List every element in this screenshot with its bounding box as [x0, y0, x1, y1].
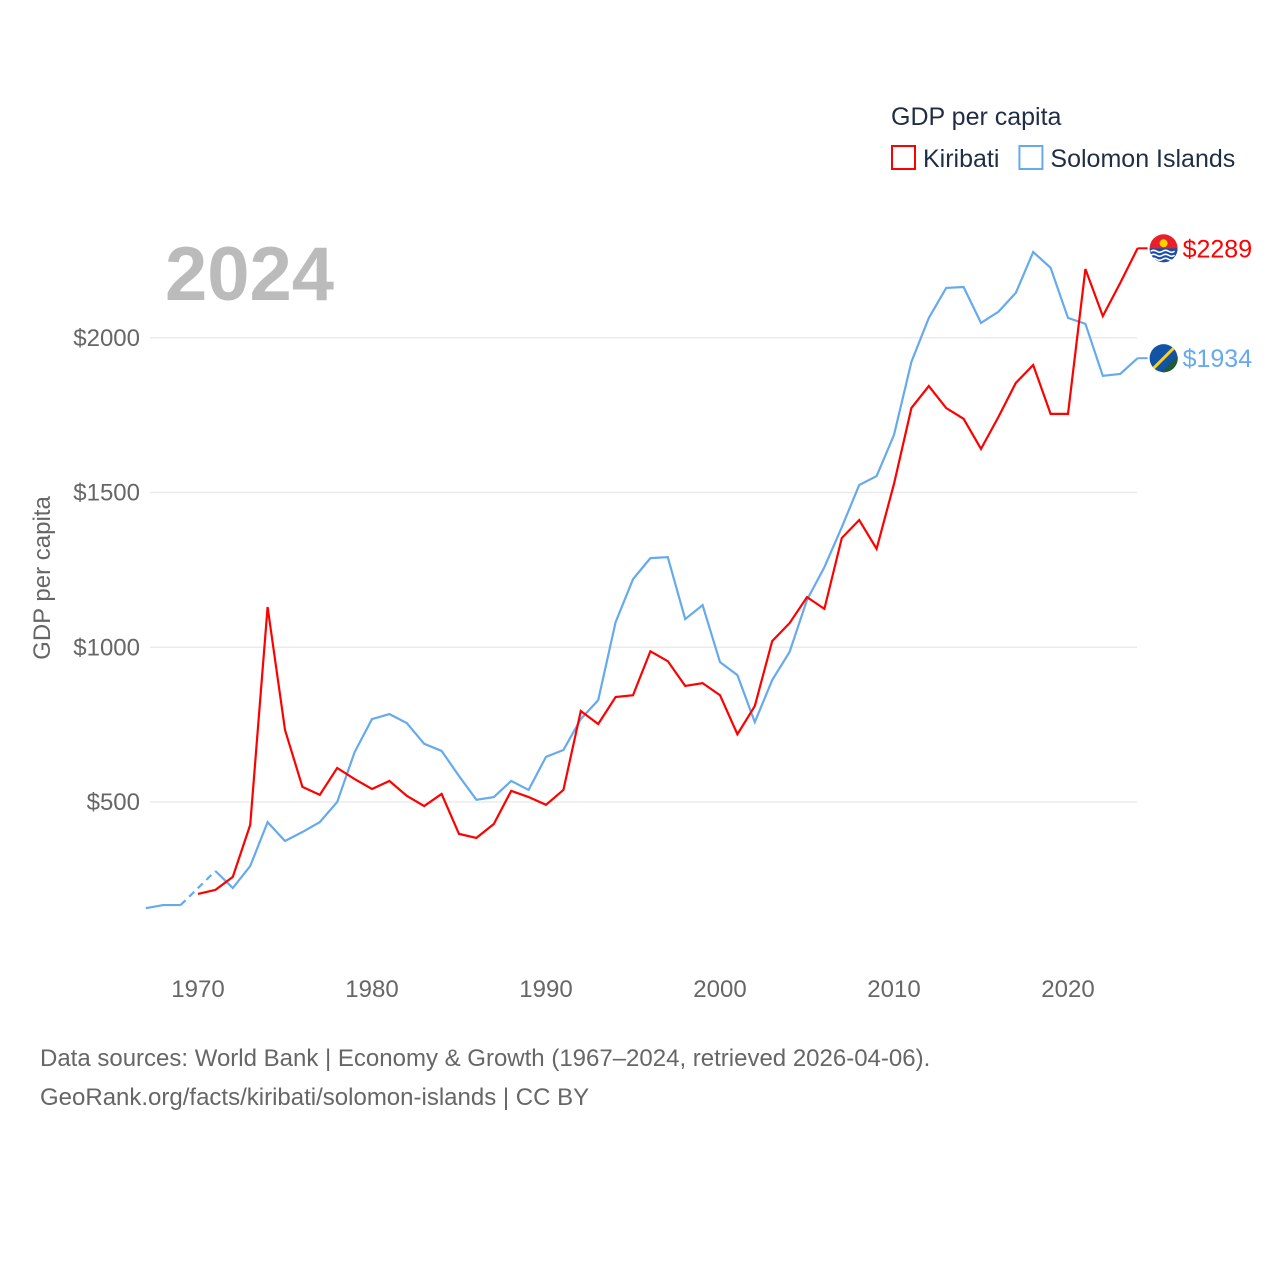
- year-watermark: 2024: [165, 232, 334, 317]
- x-tick-label: 1980: [345, 976, 398, 1003]
- flag-stripe: [1152, 347, 1175, 370]
- footer-sources: Data sources: World Bank | Economy & Gro…: [40, 1045, 931, 1072]
- solomon-islands-end-label: $1934: [1183, 345, 1253, 373]
- kiribati-end-label: $2289: [1183, 235, 1253, 263]
- kiribati-legend-label: Kiribati: [923, 145, 999, 173]
- flag-sun: [1159, 239, 1168, 248]
- solomon-islands-line-dashed: [179, 870, 217, 906]
- flag-wave: [1150, 253, 1176, 258]
- y-tick-label: $2000: [73, 325, 140, 352]
- solomon-islands-line: [145, 903, 181, 910]
- flag-wave: [1150, 257, 1176, 262]
- x-tick-label: 1990: [519, 976, 572, 1003]
- legend-title: GDP per capita: [891, 103, 1062, 131]
- y-tick-label: $500: [87, 789, 140, 816]
- kiribati-line: [197, 247, 1139, 895]
- y-tick-label: $1000: [73, 634, 140, 661]
- x-tick-label: 1970: [171, 976, 224, 1003]
- solomon-islands-legend-swatch: [1018, 145, 1044, 170]
- kiribati-flag-icon: [1149, 234, 1178, 263]
- solomon-islands-line: [214, 250, 1139, 890]
- y-axis-label: GDP per capita: [29, 496, 56, 660]
- x-tick-label: 2010: [867, 976, 920, 1003]
- flag-wave: [1150, 249, 1176, 254]
- kiribati-legend-swatch: [891, 145, 916, 170]
- footer-attribution[interactable]: GeoRank.org/facts/kiribati/solomon-islan…: [40, 1084, 590, 1111]
- solomon-islands-legend-label: Solomon Islands: [1050, 145, 1235, 173]
- x-tick-label: 2020: [1041, 976, 1094, 1003]
- solomon-islands-flag-icon: [1149, 344, 1178, 373]
- x-tick-label: 2000: [693, 976, 746, 1003]
- y-tick-label: $1500: [73, 480, 140, 507]
- flag-green: [1161, 356, 1178, 373]
